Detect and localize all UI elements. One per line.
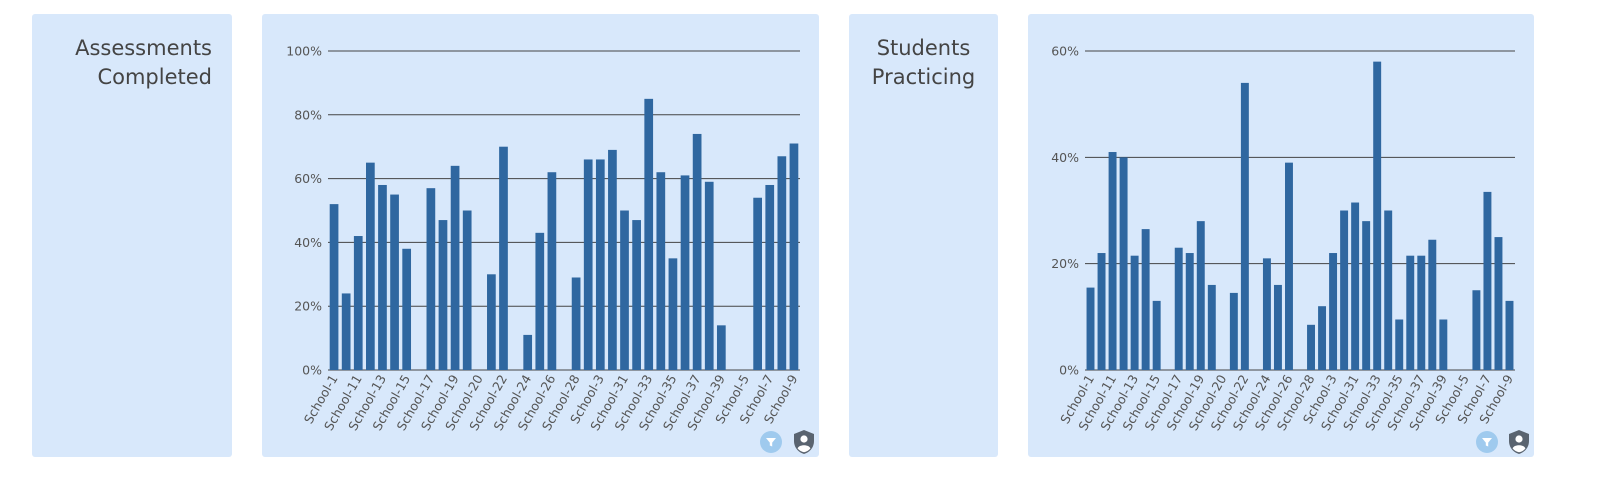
bar[interactable]: School-32: 47% xyxy=(632,220,641,370)
bar[interactable]: School-30: 69% xyxy=(608,149,617,370)
filter-button[interactable] xyxy=(1476,431,1498,453)
bar[interactable]: School-19: 64% xyxy=(450,165,460,370)
bar[interactable]: School-35: 35% xyxy=(668,258,678,370)
bar[interactable]: School-36: 21.5% xyxy=(1406,255,1415,370)
bar[interactable]: School-6: 15% xyxy=(1472,290,1481,370)
students-title: Students Practicing xyxy=(871,36,976,89)
bar[interactable]: School-14: 55% xyxy=(390,194,399,370)
bar[interactable]: School-14: 26.5% xyxy=(1141,229,1150,370)
assessments-title: Assessments Completed xyxy=(75,36,212,89)
y-tick-label: 0% xyxy=(302,363,322,378)
bar[interactable]: School-28: 8.5% xyxy=(1307,324,1315,370)
bar[interactable]: School-39: 9.5% xyxy=(1439,319,1448,370)
bar[interactable]: School-15: 13% xyxy=(1152,300,1161,370)
bar[interactable]: School-13: 58% xyxy=(378,184,387,370)
students-chart-panel: 0% 20% 40% 60% School-1: 15.5%School-10: 22%… xyxy=(1028,14,1534,457)
y-tick-label: 20% xyxy=(294,299,322,314)
bar[interactable]: School-34: 62% xyxy=(656,172,666,370)
bar[interactable]: School-12: 65% xyxy=(366,162,375,370)
filter-icon xyxy=(1482,438,1492,447)
bar[interactable]: School-10: 24% xyxy=(341,293,351,370)
bar[interactable]: School-10: 22% xyxy=(1097,253,1106,370)
bar[interactable]: School-26: 62% xyxy=(547,172,557,370)
assessments-chart-panel: 0% 20% 40% 60% 80% 100% School-1: 52%School-10… xyxy=(262,14,819,457)
y-tick-label: 40% xyxy=(1051,150,1079,165)
bar[interactable]: School-25: 16% xyxy=(1273,284,1282,370)
bar[interactable]: School-17: 57% xyxy=(426,188,436,370)
bar[interactable]: School-2: 16% xyxy=(1207,284,1216,370)
bar[interactable]: School-36: 61% xyxy=(680,175,690,370)
bar[interactable]: School-11: 42% xyxy=(353,236,363,370)
bar[interactable]: School-26: 39% xyxy=(1285,162,1293,370)
bar[interactable]: School-9: 71% xyxy=(789,143,799,370)
user-shield-icon xyxy=(1509,430,1529,454)
filter-icon xyxy=(766,438,776,447)
bar[interactable]: School-38: 24.5% xyxy=(1428,239,1437,370)
y-tick-label: 100% xyxy=(286,44,322,59)
bar[interactable]: School-34: 30% xyxy=(1384,210,1393,371)
user-shield-icon xyxy=(794,430,814,454)
user-shield-button[interactable] xyxy=(792,429,816,455)
bar[interactable]: School-32: 28% xyxy=(1362,221,1371,370)
bar[interactable]: School-31: 50% xyxy=(620,210,629,371)
bar[interactable]: School-33: 58% xyxy=(1373,61,1382,371)
bar[interactable]: School-3: 66% xyxy=(595,159,605,370)
students-chart: 0% 20% 40% 60% School-1: 15.5%School-10: 22%… xyxy=(1051,44,1516,434)
bar[interactable]: School-21: 14.5% xyxy=(1229,292,1238,370)
y-tick-label: 60% xyxy=(294,171,322,186)
bar[interactable]: School-9: 13% xyxy=(1505,300,1514,370)
bar[interactable]: School-22: 70% xyxy=(499,146,508,370)
y-tick-label: 60% xyxy=(1051,44,1079,59)
bar[interactable]: School-24: 11% xyxy=(523,334,533,370)
bar[interactable]: School-21: 30% xyxy=(487,274,496,370)
bar[interactable]: School-37: 21.5% xyxy=(1417,255,1426,370)
y-tick-label: 40% xyxy=(294,235,322,250)
bar[interactable]: School-1: 52% xyxy=(329,204,339,370)
bar[interactable]: School-19: 28% xyxy=(1196,221,1205,370)
y-tick-label: 0% xyxy=(1059,363,1079,378)
filter-button[interactable] xyxy=(760,431,782,453)
bar[interactable]: School-6: 54% xyxy=(753,197,762,370)
bar[interactable]: School-31: 31.5% xyxy=(1351,202,1360,370)
bar[interactable]: School-2: 50% xyxy=(462,210,472,371)
bar[interactable]: School-30: 30% xyxy=(1340,210,1349,371)
bar[interactable]: School-35: 9.5% xyxy=(1395,319,1404,370)
bar[interactable]: School-29: 12% xyxy=(1318,306,1327,370)
bar[interactable]: School-12: 40% xyxy=(1119,157,1128,370)
bar[interactable]: School-18: 47% xyxy=(438,220,448,370)
bar[interactable]: School-11: 41% xyxy=(1108,152,1117,370)
bar[interactable]: School-18: 22% xyxy=(1185,253,1194,370)
students-title-panel: Students Practicing xyxy=(849,14,998,457)
bar[interactable]: School-28: 29% xyxy=(571,277,581,370)
assessments-title-panel: Assessments Completed xyxy=(32,14,232,457)
y-tick-label: 80% xyxy=(294,107,322,122)
assessments-chart: 0% 20% 40% 60% 80% 100% School-1: 52%School-10… xyxy=(286,44,800,434)
bar[interactable]: School-38: 59% xyxy=(704,181,714,370)
y-tick-label: 20% xyxy=(1051,256,1079,271)
bar[interactable]: School-33: 85% xyxy=(644,98,654,370)
bar[interactable]: School-29: 66% xyxy=(583,159,593,370)
bar[interactable]: School-13: 21.5% xyxy=(1130,255,1139,370)
bar[interactable]: School-8: 67% xyxy=(777,156,787,370)
bar[interactable]: School-3: 22% xyxy=(1329,253,1338,370)
bar[interactable]: School-17: 23% xyxy=(1174,247,1183,370)
bar[interactable]: School-7: 33.5% xyxy=(1483,191,1492,370)
user-shield-button[interactable] xyxy=(1507,429,1531,455)
bar[interactable]: School-37: 74% xyxy=(692,133,702,370)
bar[interactable]: School-7: 58% xyxy=(765,184,775,370)
bar[interactable]: School-24: 21% xyxy=(1262,258,1271,370)
bar[interactable]: School-22: 54% xyxy=(1240,82,1249,371)
bar[interactable]: School-1: 15.5% xyxy=(1086,287,1095,370)
bar[interactable]: School-15: 38% xyxy=(402,248,412,370)
bar[interactable]: School-8: 25% xyxy=(1494,237,1503,370)
bar[interactable]: School-39: 14% xyxy=(716,325,726,370)
bar[interactable]: School-25: 43% xyxy=(535,232,545,370)
